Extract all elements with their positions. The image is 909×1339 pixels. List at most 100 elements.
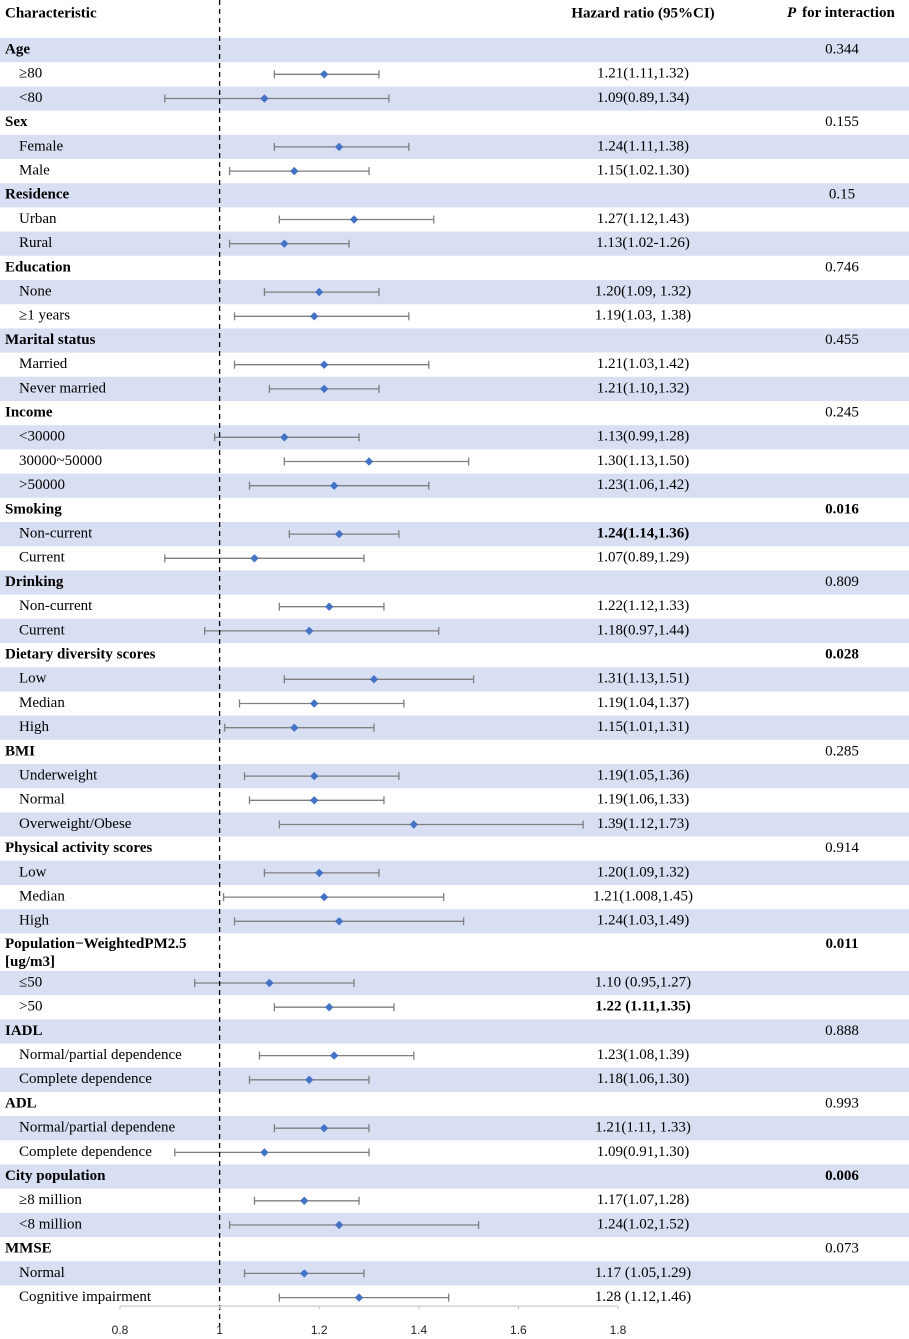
hazard-ratio-marker [315,868,324,878]
row-stripe [0,860,909,885]
row-stripe [0,715,909,740]
hazard-ratio-text: 1.19(1.05,1.36) [597,768,690,784]
p-interaction-value: 0.344 [825,42,859,58]
hazard-ratio-text: 1.15(1.01,1.31) [597,719,690,735]
subgroup-label: Female [19,138,63,154]
row-stripe [0,1261,909,1286]
subgroup-label: Median [19,889,65,905]
row-stripe [0,280,909,305]
hazard-ratio-text: 1.17(1.07,1.28) [597,1192,690,1208]
subgroup-label: >50 [19,999,42,1015]
group-label: Smoking [5,501,62,517]
row-stripe [0,764,909,789]
x-tick-label: 1.8 [610,1323,627,1337]
subgroup-label: Complete dependence [19,1071,152,1087]
column-header-characteristic: Characteristic [5,5,97,21]
hazard-ratio-text: 1.13(0.99,1.28) [597,429,690,445]
subgroup-label: Male [19,163,50,179]
hazard-ratio-text: 1.22(1.12,1.33) [597,598,690,614]
row-stripe [0,570,909,595]
text-layer: Age 0.344 ≥80 1.21(1.11,1.32) <80 1.09(0.89,1… [5,42,859,1306]
hazard-ratio-marker [319,892,329,902]
hazard-ratio-marker [324,602,334,611]
row-stripe [0,1067,909,1092]
subgroup-label: None [19,284,52,300]
hazard-ratio-marker [334,917,344,926]
row-stripe [0,134,909,159]
p-rest: for interaction [802,5,895,21]
hazard-ratio-marker [364,457,374,466]
row-stripe [0,1116,909,1141]
subgroup-label: Urban [19,211,57,227]
subgroup-label: Low [19,864,47,880]
hazard-ratio-text: 1.39(1.12,1.73) [597,816,690,832]
p-interaction-value: 0.016 [825,501,859,517]
subgroup-label: Current [19,622,66,638]
p-interaction-value: 0.028 [825,647,859,663]
hazard-ratio-text: 1.18(1.06,1.30) [597,1071,690,1087]
column-header-hazard-ratio: Hazard ratio (95%CI) [571,5,714,21]
hazard-ratio-text: 1.15(1.02.1.30) [597,163,690,179]
hazard-ratio-text: 1.20(1.09, 1.32) [595,284,691,300]
hazard-ratio-marker [260,1148,269,1157]
row-stripe [0,618,909,643]
hazard-ratio-marker [319,360,329,369]
hazard-ratio-marker [310,771,319,781]
hazard-ratio-text: 1.17 (1.05,1.29) [595,1265,691,1281]
hazard-ratio-marker [300,1269,309,1278]
group-label: Income [5,405,53,421]
p-interaction-value: 0.809 [825,574,859,590]
subgroup-label: Low [19,671,47,687]
hazard-ratio-text: 1.21(1.10,1.32) [597,380,690,396]
hazard-ratio-text: 1.19(1.06,1.33) [597,792,690,808]
hazard-ratio-text: 1.28 (1.12,1.46) [595,1289,691,1305]
hazard-ratio-marker [280,239,289,248]
p-interaction-value: 0.914 [825,840,859,856]
group-label: Sex [5,114,28,130]
subgroup-label: Married [19,356,68,372]
p-interaction-value: 0.15 [829,187,855,203]
hazard-ratio-text: 1.22 (1.11,1.35) [595,999,690,1015]
subgroup-label: High [19,719,50,735]
hazard-ratio-marker [310,699,319,708]
hazard-ratio-text: 1.27(1.12,1.43) [597,211,690,227]
p-interaction-value: 0.455 [825,332,859,348]
hazard-ratio-marker [319,1124,329,1133]
hazard-ratio-marker [305,626,314,636]
subgroup-label: Complete dependence [19,1144,152,1160]
subgroup-label: Rural [19,235,52,251]
hazard-ratio-text: 1.23(1.06,1.42) [597,477,690,493]
subgroup-label: Normal/partial dependene [19,1120,176,1136]
hazard-ratio-marker [290,723,299,732]
hazard-ratio-marker [349,215,359,224]
hazard-ratio-marker [324,1003,334,1012]
x-tick-label: 1.2 [311,1323,328,1337]
group-label: Education [5,259,72,275]
subgroup-label: <8 million [19,1216,83,1232]
hazard-ratio-text: 1.21(1.11, 1.33) [595,1120,691,1136]
subgroup-label: Normal [19,1265,65,1281]
hazard-ratio-marker [250,554,259,563]
group-label: City population [5,1168,106,1184]
hazard-ratio-text: 1.21(1.008,1.45) [593,889,693,905]
hazard-ratio-marker [329,1051,339,1060]
row-stripe [0,231,909,256]
subgroup-label: ≥8 million [19,1192,82,1208]
hazard-ratio-marker [300,1196,309,1206]
hazard-ratio-text: 1.24(1.02,1.52) [597,1216,690,1232]
row-stripe [0,522,909,547]
hazard-ratio-text: 1.09(0.91,1.30) [597,1144,690,1160]
p-interaction-value: 0.746 [825,259,859,275]
hazard-ratio-marker [334,529,344,539]
row-stripe [0,1019,909,1044]
group-label: ADL [5,1095,37,1111]
subgroup-label: Underweight [19,768,98,784]
hazard-ratio-marker [329,481,339,490]
p-interaction-value: 0.285 [825,743,859,759]
hazard-ratio-text: 1.19(1.03, 1.38) [595,308,691,324]
hazard-ratio-text: 1.19(1.04,1.37) [597,695,690,711]
p-interaction-value: 0.888 [825,1023,859,1039]
hazard-ratio-text: 1.20(1.09,1.32) [597,864,690,880]
